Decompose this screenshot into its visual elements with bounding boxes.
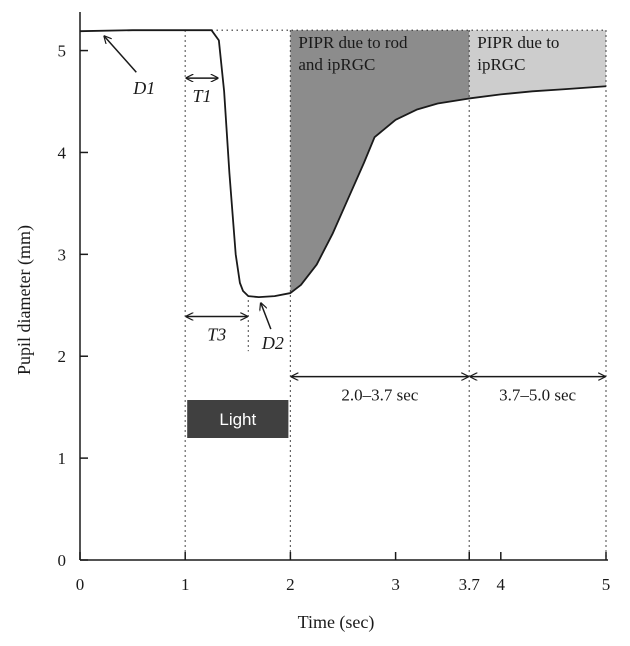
x-tick-label: 5 bbox=[602, 575, 611, 594]
x-axis-label: Time (sec) bbox=[298, 612, 375, 633]
light-stimulus-bar bbox=[187, 400, 289, 438]
pointer-arrow bbox=[261, 303, 272, 330]
pipr-region-2 bbox=[469, 30, 606, 99]
x-tick-label: 2 bbox=[286, 575, 295, 594]
y-tick-label: 3 bbox=[58, 245, 67, 264]
y-axis-label: Pupil diameter (mm) bbox=[14, 225, 35, 375]
x-tick-label: 3.7 bbox=[459, 575, 481, 594]
x-tick-label: 4 bbox=[497, 575, 506, 594]
axes: 0 1 2 3 4 5 0 1 2 3 3.7 4 5 bbox=[58, 12, 611, 594]
pipr-region-label-1: PIPR due to rod and ipRGC bbox=[298, 33, 408, 74]
pipr-region-label-line: ipRGC bbox=[477, 55, 525, 74]
x-tick-label: 0 bbox=[76, 575, 85, 594]
pointer-arrow bbox=[104, 36, 137, 73]
point-label: D2 bbox=[261, 333, 284, 353]
interval-label: 2.0–3.7 sec bbox=[341, 386, 418, 405]
y-tick-label: 5 bbox=[58, 42, 67, 61]
pipr-region-label-2: PIPR due to ipRGC bbox=[477, 33, 559, 74]
interval-label: 3.7–5.0 sec bbox=[499, 386, 576, 405]
pupil-diameter-curve bbox=[79, 29, 607, 299]
annotations: 2.0–3.7 sec 3.7–5.0 sec T1 T3 D1 D2 bbox=[104, 36, 605, 405]
pipr-region-label-line: and ipRGC bbox=[298, 55, 375, 74]
reference-lines bbox=[184, 29, 607, 560]
interval-label: T1 bbox=[193, 86, 212, 106]
x-tick-label: 1 bbox=[181, 575, 190, 594]
y-tick-label: 4 bbox=[58, 143, 67, 162]
interval-label: T3 bbox=[207, 324, 226, 344]
y-tick-label: 0 bbox=[58, 551, 67, 570]
point-label: D1 bbox=[132, 78, 155, 98]
y-tick-label: 2 bbox=[58, 347, 67, 366]
pipr-region-label-line: PIPR due to rod bbox=[298, 33, 408, 52]
y-tick-label: 1 bbox=[58, 449, 67, 468]
x-tick-label: 3 bbox=[391, 575, 400, 594]
pipr-region-label-line: PIPR due to bbox=[477, 33, 559, 52]
light-stimulus-label: Light bbox=[219, 410, 256, 429]
series-layer bbox=[79, 29, 607, 299]
